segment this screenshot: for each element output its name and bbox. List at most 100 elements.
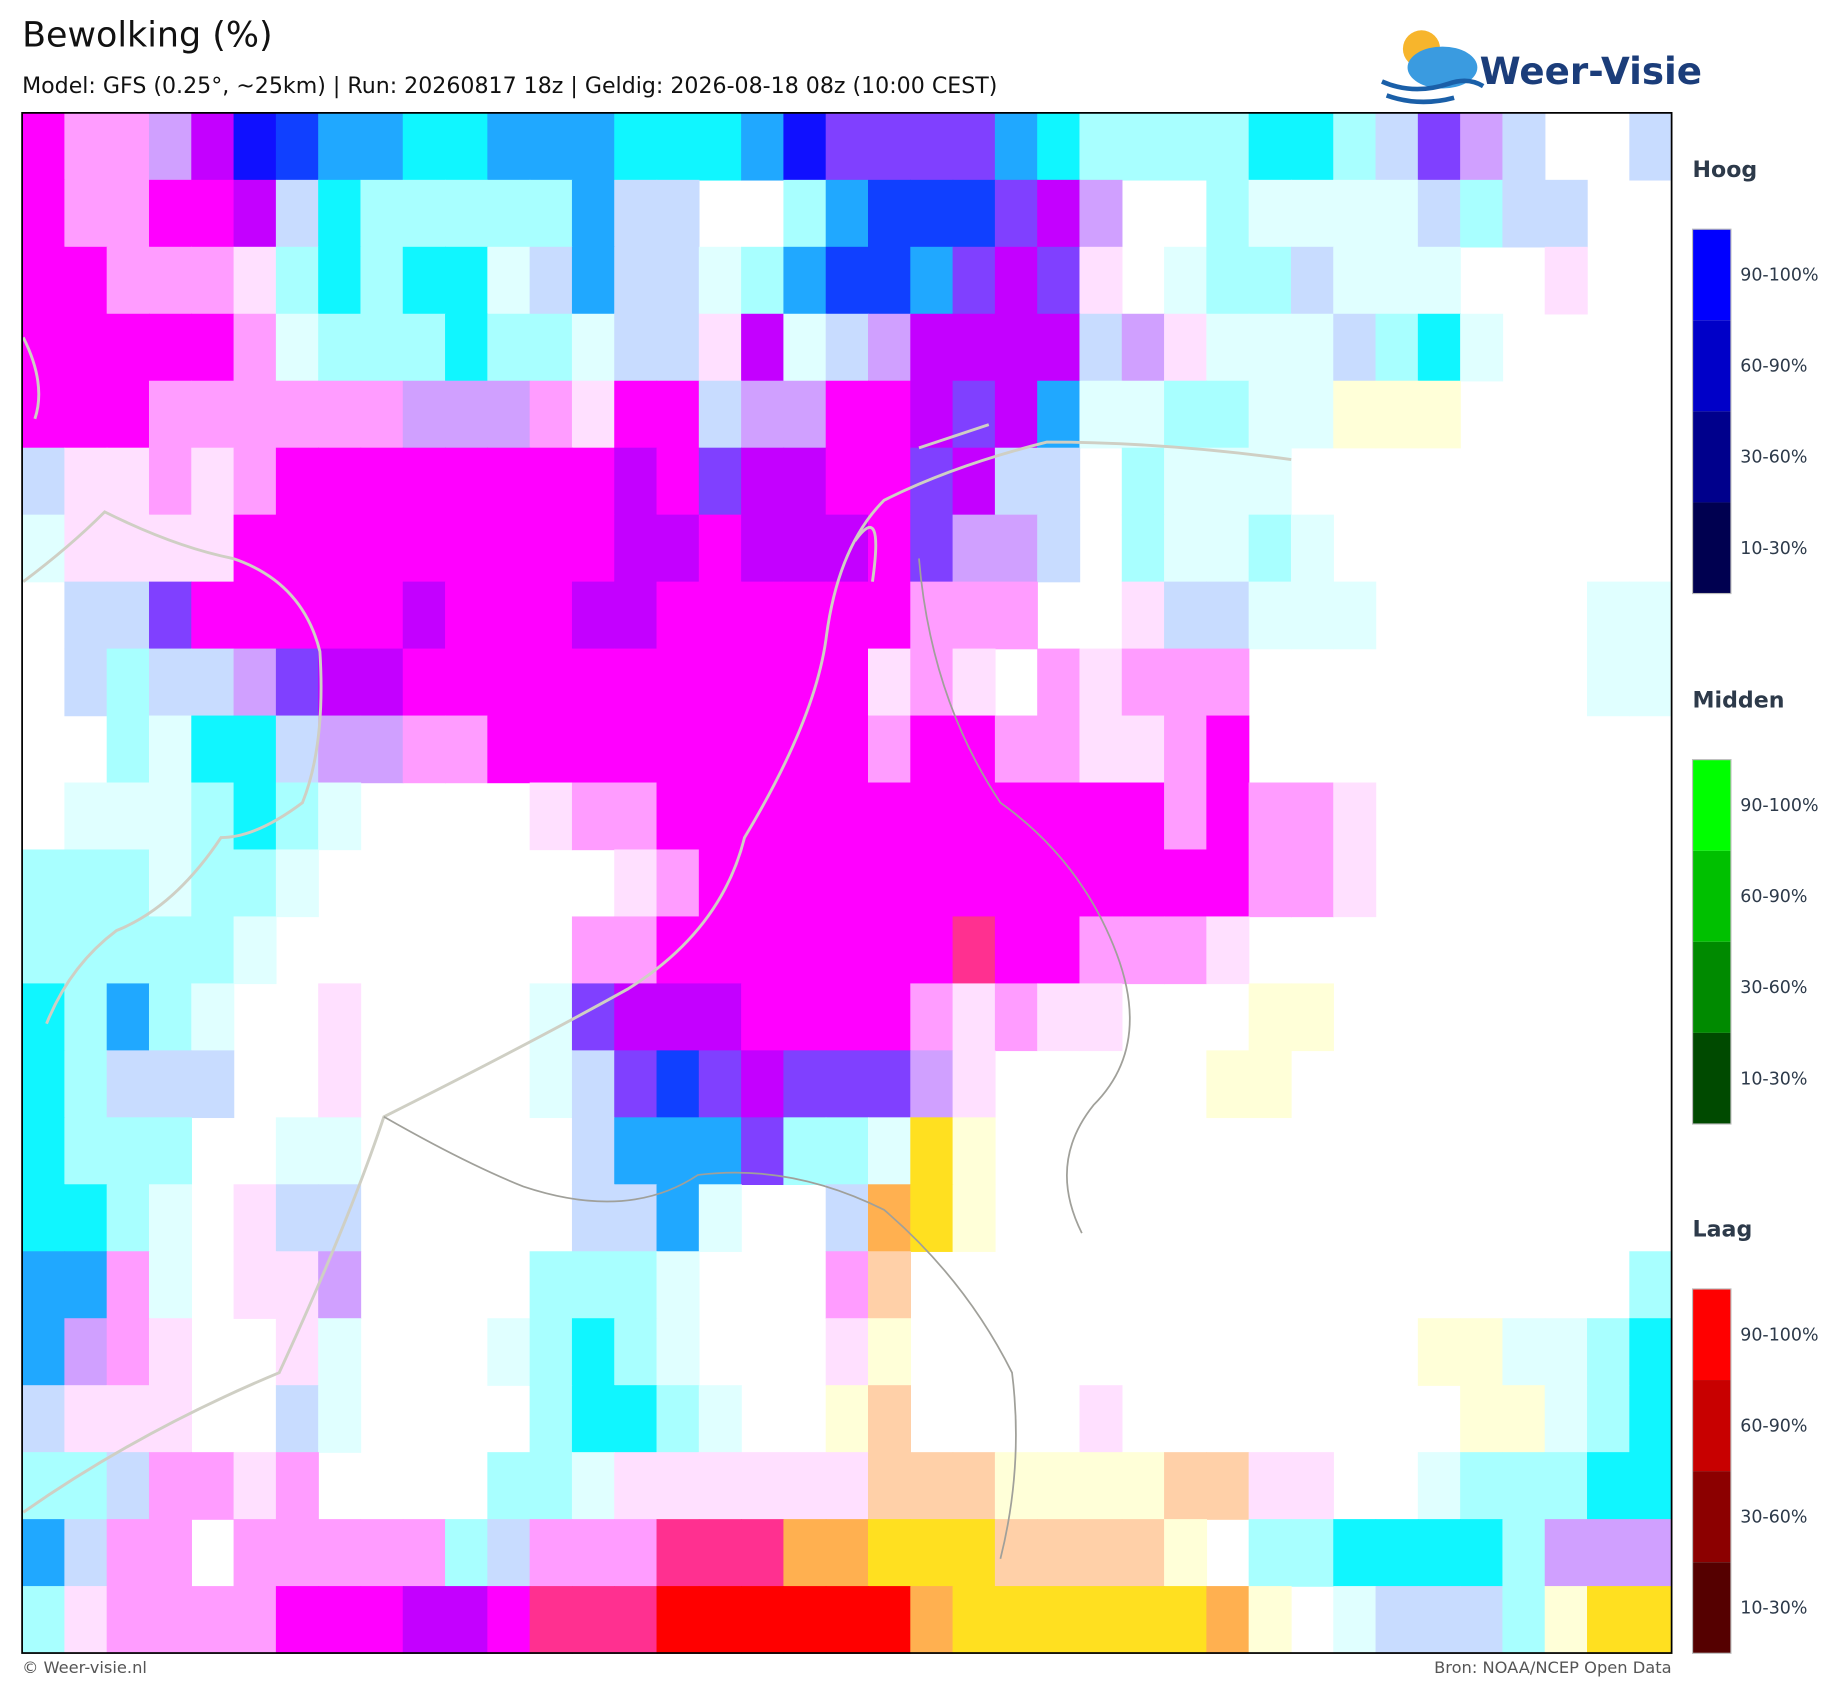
cloud-cell xyxy=(64,447,108,516)
cloud-cell xyxy=(698,916,742,985)
cloud-cell xyxy=(783,313,827,382)
cloud-cell xyxy=(22,514,66,583)
cloud-cell xyxy=(445,1586,489,1654)
cloud-cell xyxy=(529,1519,573,1587)
cloud-cell xyxy=(1460,179,1504,248)
cloud-cell xyxy=(106,1586,150,1654)
cloud-cell xyxy=(445,581,489,650)
cloud-cell xyxy=(275,1586,319,1654)
cloud-cell xyxy=(1417,1452,1461,1520)
cloud-cell xyxy=(1502,1318,1546,1386)
cloud-cell xyxy=(318,112,362,181)
cloud-cell xyxy=(783,916,827,985)
cloud-cell xyxy=(1037,313,1081,382)
cloud-cell xyxy=(698,1385,742,1453)
cloud-cell xyxy=(910,1519,954,1587)
cloud-cell xyxy=(825,1184,869,1252)
cloud-cell xyxy=(275,514,319,583)
cloud-grid xyxy=(22,112,1673,1654)
cloud-cell xyxy=(64,849,108,918)
cloud-cell xyxy=(614,1385,658,1453)
cloud-cell xyxy=(1587,1586,1631,1654)
cloud-cell xyxy=(783,1452,827,1520)
cloud-cell xyxy=(233,246,277,315)
cloud-cell xyxy=(910,447,954,516)
cloud-cell xyxy=(487,112,531,181)
cloud-cell xyxy=(64,380,108,449)
cloud-cell xyxy=(402,648,446,717)
cloud-cell xyxy=(656,1050,700,1119)
cloud-cell xyxy=(402,1519,446,1587)
cloud-cell xyxy=(360,1586,404,1654)
cloud-cell xyxy=(1544,1385,1588,1453)
cloud-cell xyxy=(191,380,235,449)
cloud-cell xyxy=(1079,380,1123,449)
cloud-cell xyxy=(318,715,362,784)
cloud-cell xyxy=(1164,380,1208,449)
cloud-cell xyxy=(994,179,1038,248)
cloud-cell xyxy=(487,246,531,315)
cloud-cell xyxy=(825,1519,869,1587)
cloud-cell xyxy=(698,849,742,918)
cloud-cell xyxy=(910,514,954,583)
cloud-cell xyxy=(910,380,954,449)
cloud-cell xyxy=(952,1184,996,1252)
cloud-cell xyxy=(191,715,235,784)
cloud-cell xyxy=(1290,782,1334,851)
cloud-cell xyxy=(741,916,785,985)
cloud-cell xyxy=(783,179,827,248)
cloud-cell xyxy=(825,380,869,449)
cloud-cell xyxy=(1037,380,1081,449)
cloud-cell xyxy=(22,1586,66,1654)
cloud-cell xyxy=(1629,648,1673,717)
cloud-cell xyxy=(191,849,235,918)
cloud-cell xyxy=(825,112,869,181)
cloud-cell xyxy=(1460,1452,1504,1520)
cloud-cell xyxy=(487,1586,531,1654)
cloud-cell xyxy=(910,715,954,784)
cloud-cell xyxy=(1079,246,1123,315)
cloud-cell xyxy=(1248,112,1292,181)
cloud-cell xyxy=(1544,1318,1588,1386)
cloud-cell xyxy=(952,648,996,717)
cloud-cell xyxy=(529,782,573,851)
cloud-cell xyxy=(487,648,531,717)
legend-frame xyxy=(1691,228,1732,595)
cloud-cell xyxy=(614,715,658,784)
cloud-cell xyxy=(741,581,785,650)
cloud-cell xyxy=(1290,1519,1334,1587)
cloud-cell xyxy=(614,849,658,918)
cloud-cell xyxy=(318,313,362,382)
cloud-cell xyxy=(106,246,150,315)
cloud-cell xyxy=(191,246,235,315)
cloud-cell xyxy=(1629,1452,1673,1520)
cloud-cell xyxy=(571,514,615,583)
cloud-cell xyxy=(1037,514,1081,583)
cloud-cell xyxy=(1375,380,1419,449)
cloud-cell xyxy=(825,1251,869,1319)
cloud-cell xyxy=(1206,648,1250,717)
cloud-cell xyxy=(994,715,1038,784)
cloud-cell xyxy=(1333,179,1377,248)
cloud-cell xyxy=(952,313,996,382)
cloud-cell xyxy=(487,1452,531,1520)
cloud-cell xyxy=(64,1117,108,1185)
legend-title: Midden xyxy=(1693,687,1785,713)
cloud-cell xyxy=(1460,1519,1504,1587)
cloud-cell xyxy=(994,380,1038,449)
cloud-cell xyxy=(106,380,150,449)
cloud-cell xyxy=(22,916,66,985)
cloud-cell xyxy=(1544,246,1588,315)
cloud-cell xyxy=(1629,112,1673,181)
cloud-cell xyxy=(318,179,362,248)
cloud-cell xyxy=(868,1117,911,1185)
cloud-cell xyxy=(148,916,192,985)
cloud-cell xyxy=(1375,1519,1419,1587)
legend-label: 90-100% xyxy=(1740,796,1818,816)
cloud-cell xyxy=(22,983,66,1052)
cloud-cell xyxy=(1290,112,1334,181)
cloud-cell xyxy=(1629,1385,1673,1453)
cloud-cell xyxy=(825,514,869,583)
cloud-cell xyxy=(698,112,742,181)
coastline xyxy=(21,336,1292,1514)
